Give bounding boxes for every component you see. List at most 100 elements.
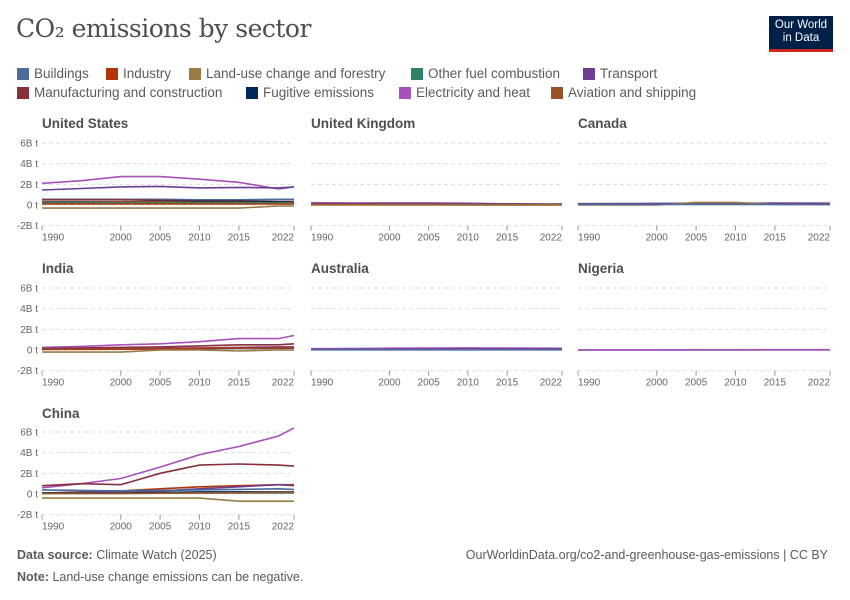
y-tick-label: 4B t — [20, 159, 38, 170]
y-tick-label: 4B t — [20, 448, 38, 459]
x-tick-label: 2010 — [188, 522, 211, 533]
x-tick-label: 2000 — [110, 522, 133, 533]
y-tick-label: -2B t — [17, 366, 38, 377]
panel-china: China -2B t 0 t 2B t 4B t 6B t 1990 2000 2005 201… — [17, 406, 295, 533]
legend-label: Electricity and heat — [416, 85, 531, 100]
x-tick-label: 1990 — [42, 378, 65, 389]
data-source: Data source: Climate Watch (2025) — [17, 548, 217, 562]
x-tick-label: 2000 — [110, 378, 133, 389]
note-label: Note: — [17, 570, 49, 584]
legend-swatch — [583, 67, 595, 80]
panel-title: Australia — [311, 261, 369, 276]
x-tick-label: 2022 — [540, 378, 563, 389]
legend-label: Transport — [600, 66, 658, 81]
x-tick-label: 2010 — [188, 233, 211, 244]
series-line-land-use-change-and-forestry[interactable] — [42, 497, 294, 503]
x-tick-label: 2022 — [808, 378, 831, 389]
x-tick-label: 2015 — [228, 233, 251, 244]
x-tick-label: 1990 — [311, 378, 334, 389]
x-tick-label: 2022 — [540, 233, 563, 244]
x-tick-label: 2015 — [764, 378, 787, 389]
series-line-electricity-and-heat[interactable] — [41, 427, 295, 489]
panel-title: Nigeria — [578, 261, 624, 276]
legend-item[interactable]: Electricity and heat — [399, 85, 530, 100]
panel-united-states: United States -2B t 0 t 2B t 4B t 6B t 1990 200… — [17, 116, 295, 244]
x-tick-label: 2022 — [808, 233, 831, 244]
legend-label: Manufacturing and construction — [34, 85, 223, 100]
x-tick-label: 2000 — [110, 233, 133, 244]
series-line-land-use-change-and-forestry[interactable] — [42, 205, 294, 209]
series-line-transport[interactable] — [41, 185, 295, 191]
legend-item[interactable]: Buildings — [17, 66, 89, 81]
legend-label: Other fuel combustion — [428, 66, 561, 81]
footnote: Note: Land-use change emissions can be n… — [17, 570, 303, 584]
y-tick-label: 6B t — [20, 139, 38, 150]
legend-label: Industry — [123, 66, 172, 81]
x-tick-label: 2015 — [496, 378, 519, 389]
x-tick-label: 2005 — [149, 522, 172, 533]
legend-swatch — [399, 86, 411, 99]
x-tick-label: 2005 — [418, 233, 441, 244]
y-tick-label: 0 t — [27, 201, 38, 212]
x-tick-label: 2000 — [378, 378, 401, 389]
data-source-link[interactable]: Climate Watch (2025) — [96, 548, 217, 562]
y-tick-label: 2B t — [20, 180, 38, 191]
series-line-land-use-change-and-forestry[interactable] — [42, 349, 294, 353]
logo-line-1: Our World — [774, 19, 828, 31]
x-tick-label: 2010 — [188, 378, 211, 389]
note-text: Land-use change emissions can be negativ… — [52, 570, 304, 584]
series-line-electricity-and-heat[interactable] — [41, 334, 295, 349]
y-tick-label: 2B t — [20, 325, 38, 336]
x-tick-label: 2000 — [378, 233, 401, 244]
owid-logo[interactable]: Our World in Data — [769, 16, 833, 52]
x-tick-label: 1990 — [42, 522, 65, 533]
x-tick-label: 2005 — [685, 233, 708, 244]
x-tick-label: 2015 — [228, 378, 251, 389]
x-tick-label: 2010 — [457, 378, 480, 389]
panel-title: Canada — [578, 116, 627, 131]
x-tick-label: 2005 — [149, 378, 172, 389]
x-tick-label: 1990 — [578, 378, 601, 389]
x-tick-label: 2010 — [724, 233, 747, 244]
panel-title: United States — [42, 116, 128, 131]
legend-label: Buildings — [34, 66, 89, 81]
legend-label: Aviation and shipping — [568, 85, 697, 100]
series-line-manufacturing-and-construction[interactable] — [41, 463, 295, 487]
legend-item[interactable]: Other fuel combustion — [411, 66, 560, 81]
legend-swatch — [551, 86, 563, 99]
source-url[interactable]: OurWorldinData.org/co2-and-greenhouse-ga… — [465, 548, 828, 562]
y-tick-label: 0 t — [27, 346, 38, 357]
legend-item[interactable]: Fugitive emissions — [246, 85, 374, 100]
legend-swatch — [106, 67, 118, 80]
legend-item[interactable]: Aviation and shipping — [551, 85, 696, 100]
x-tick-label: 2005 — [418, 378, 441, 389]
legend-label: Land-use change and forestry — [206, 66, 386, 81]
series-line-industry[interactable] — [41, 346, 295, 351]
x-tick-label: 2000 — [646, 233, 669, 244]
y-tick-label: 4B t — [20, 304, 38, 315]
legend-item[interactable]: Land-use change and forestry — [189, 66, 385, 81]
legend-swatch — [246, 86, 258, 99]
legend-label: Fugitive emissions — [263, 85, 375, 100]
panel-title: China — [42, 406, 80, 421]
legend-swatch — [189, 67, 201, 80]
legend-item[interactable]: Industry — [106, 66, 171, 81]
series-line-aviation-and-shipping[interactable] — [42, 491, 294, 495]
y-tick-label: -2B t — [17, 221, 38, 232]
panel-united-kingdom: United Kingdom 1990 2000 2005 2010 2015 2022 — [310, 116, 563, 244]
y-tick-label: 2B t — [20, 469, 38, 480]
x-tick-label: 2022 — [272, 522, 295, 533]
series-line-buildings[interactable] — [41, 487, 295, 492]
x-tick-label: 2015 — [228, 522, 251, 533]
x-tick-label: 2005 — [149, 233, 172, 244]
panel-nigeria: Nigeria 1990 2000 2005 2010 2015 2022 — [577, 261, 831, 389]
x-tick-label: 2015 — [764, 233, 787, 244]
legend-item[interactable]: Transport — [583, 66, 657, 81]
x-tick-label: 1990 — [42, 233, 65, 244]
x-tick-label: 2000 — [646, 378, 669, 389]
logo-line-2: in Data — [782, 32, 820, 44]
series-line-manufacturing-and-construction[interactable] — [41, 343, 295, 350]
y-tick-label: -2B t — [17, 510, 38, 521]
legend-item[interactable]: Manufacturing and construction — [17, 85, 222, 100]
